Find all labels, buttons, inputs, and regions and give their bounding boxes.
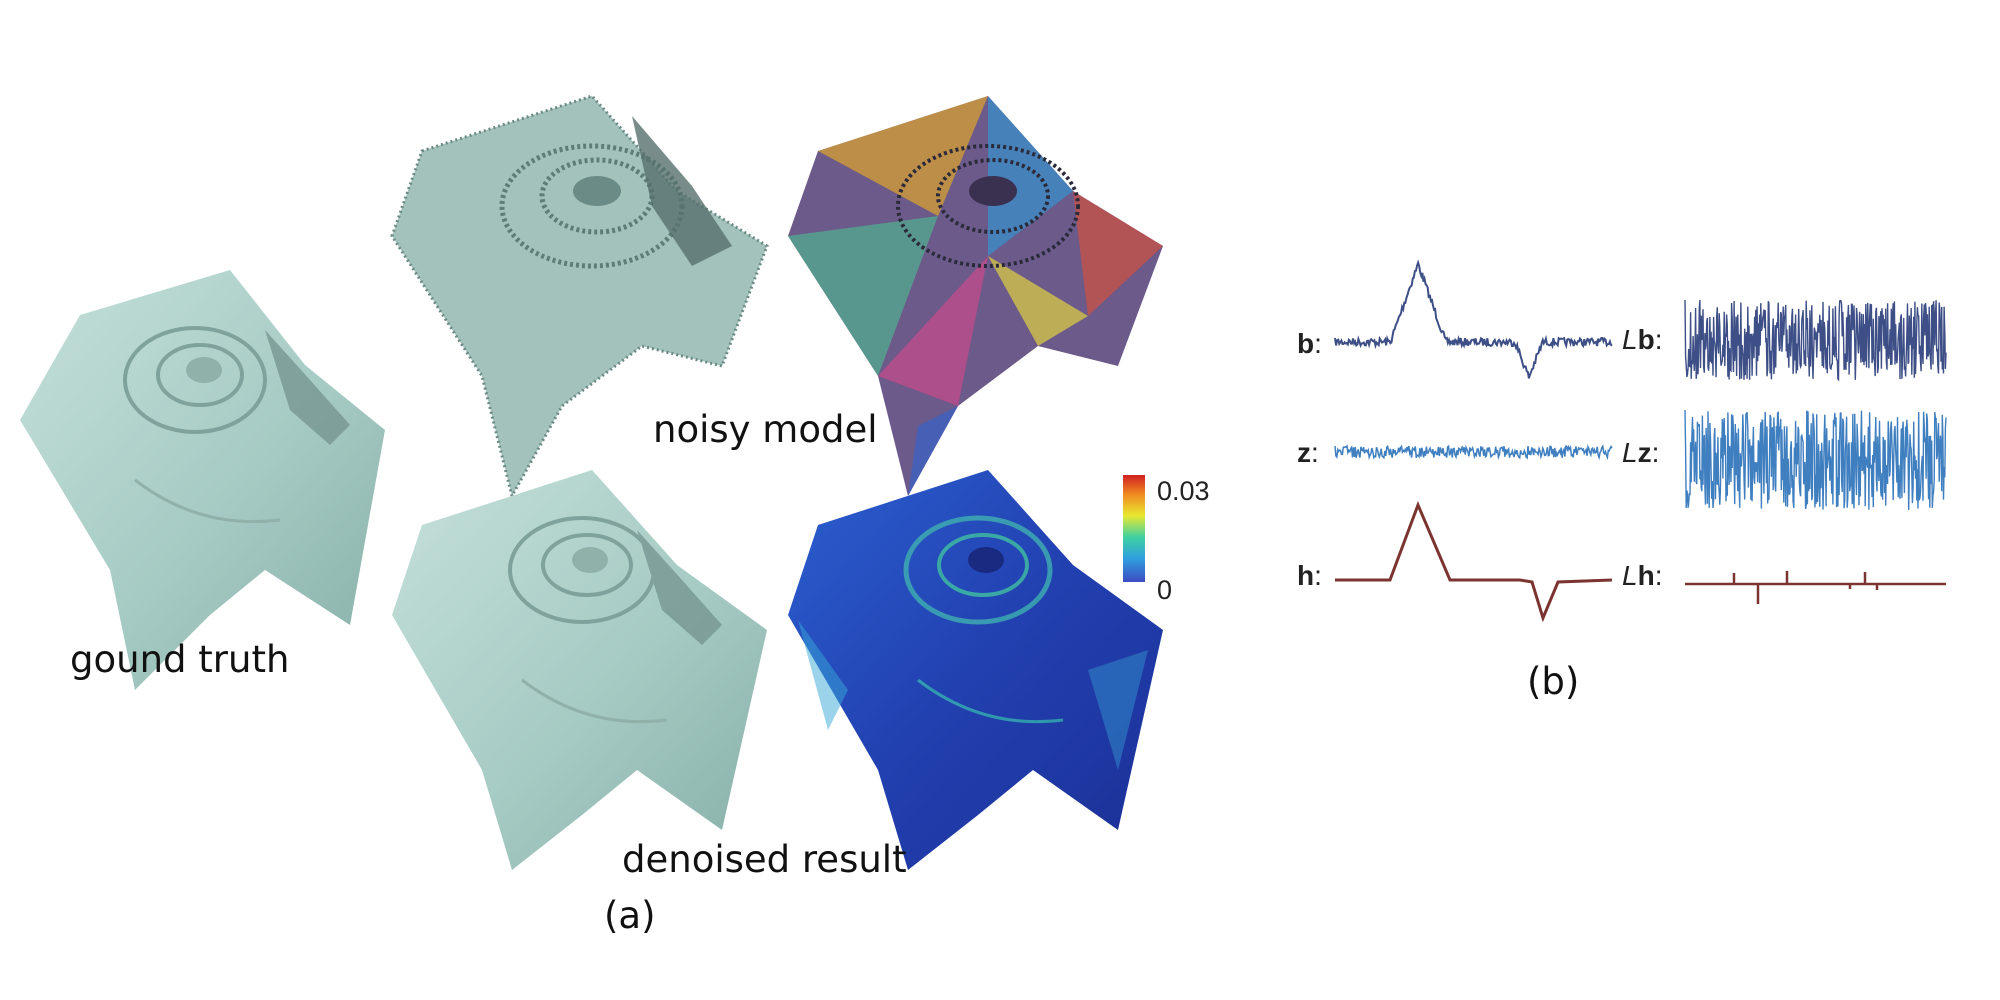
colorbar-min-label: 0 [1157,575,1173,605]
signal-label-lz: Lz: [1622,437,1660,468]
signal-lh-line [1685,571,1946,604]
noisy-mesh-colored [788,96,1163,496]
colorbar [1123,475,1145,582]
signal-h-line [1335,500,1613,623]
denoised-mesh [392,470,767,870]
signal-b-line [1334,259,1613,379]
ground-truth-caption: gound truth [70,638,290,681]
panel-a-tag: (a) [604,894,656,937]
ground-truth-mesh [20,270,385,690]
panel-b-tag: (b) [1527,660,1580,703]
signal-label-h: h: [1297,560,1322,591]
signal-lb-line [1684,299,1947,382]
signal-lz-line [1684,409,1947,510]
signal-label-b: b: [1297,328,1322,359]
signal-z-line [1334,444,1613,461]
signal-label-lb: Lb: [1622,324,1663,355]
noisy-mesh [390,94,769,501]
signal-label-lh: Lh: [1622,560,1663,591]
colorbar-max-label: 0.03 [1157,476,1210,506]
denoised-result-caption: denoised result [622,838,907,881]
noisy-model-caption: noisy model [653,408,878,451]
signal-plots [1334,259,1947,623]
signal-label-z: z: [1297,437,1319,468]
error-map-mesh [788,470,1163,870]
